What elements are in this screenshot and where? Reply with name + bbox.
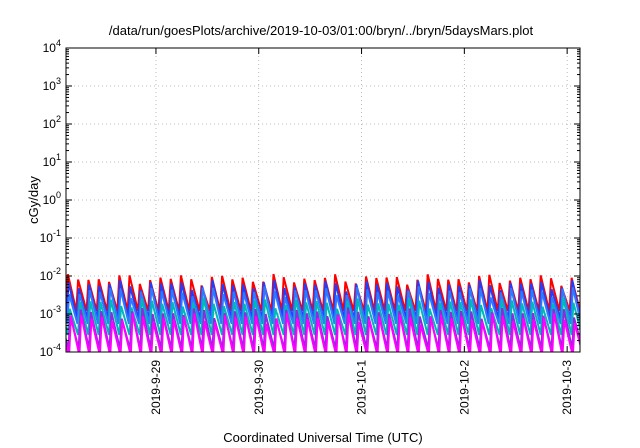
x-axis-title: Coordinated Universal Time (UTC) <box>223 430 422 445</box>
y-tick-exponent: 0 <box>56 190 61 200</box>
y-tick-exponent: -2 <box>53 266 61 276</box>
y-tick-label: 102 <box>43 114 61 131</box>
x-axis: 2019-9-29 2019-9-30 2019-10-1 2019-10-2 2019… <box>149 48 574 415</box>
plot-title: /data/run/goesPlots/archive/2019-10-03/0… <box>109 23 534 38</box>
y-tick-label: 10-2 <box>40 266 61 283</box>
y-tick-exponent: 3 <box>56 76 61 86</box>
y-tick-label: 103 <box>43 76 61 93</box>
grid <box>66 48 580 352</box>
y-tick-exponent: -3 <box>53 304 61 314</box>
y-tick-label: 10-1 <box>40 228 61 245</box>
y-tick-label: 104 <box>43 38 61 55</box>
y-tick-label: 10-3 <box>40 304 61 321</box>
x-tick-label: 2019-10-3 <box>560 360 574 415</box>
series-group <box>66 273 580 352</box>
y-tick-label: 10-4 <box>40 342 61 359</box>
x-tick-label: 2019-9-30 <box>252 360 266 415</box>
series-line <box>66 297 580 336</box>
y-tick-exponent: -1 <box>53 228 61 238</box>
y-tick-exponent: -4 <box>53 342 61 352</box>
y-tick-label: 101 <box>43 152 61 169</box>
y-tick-exponent: 4 <box>56 38 61 48</box>
x-tick-label: 2019-9-29 <box>149 360 163 415</box>
y-tick-exponent: 1 <box>56 152 61 162</box>
series-line <box>66 286 580 325</box>
y-tick-exponent: 2 <box>56 114 61 124</box>
y-axis-title: cGy/day <box>26 176 41 224</box>
x-tick-label: 2019-10-2 <box>457 360 471 415</box>
x-tick-label: 2019-10-1 <box>355 360 369 415</box>
y-tick-label: 100 <box>43 190 61 207</box>
series-line <box>66 312 580 352</box>
